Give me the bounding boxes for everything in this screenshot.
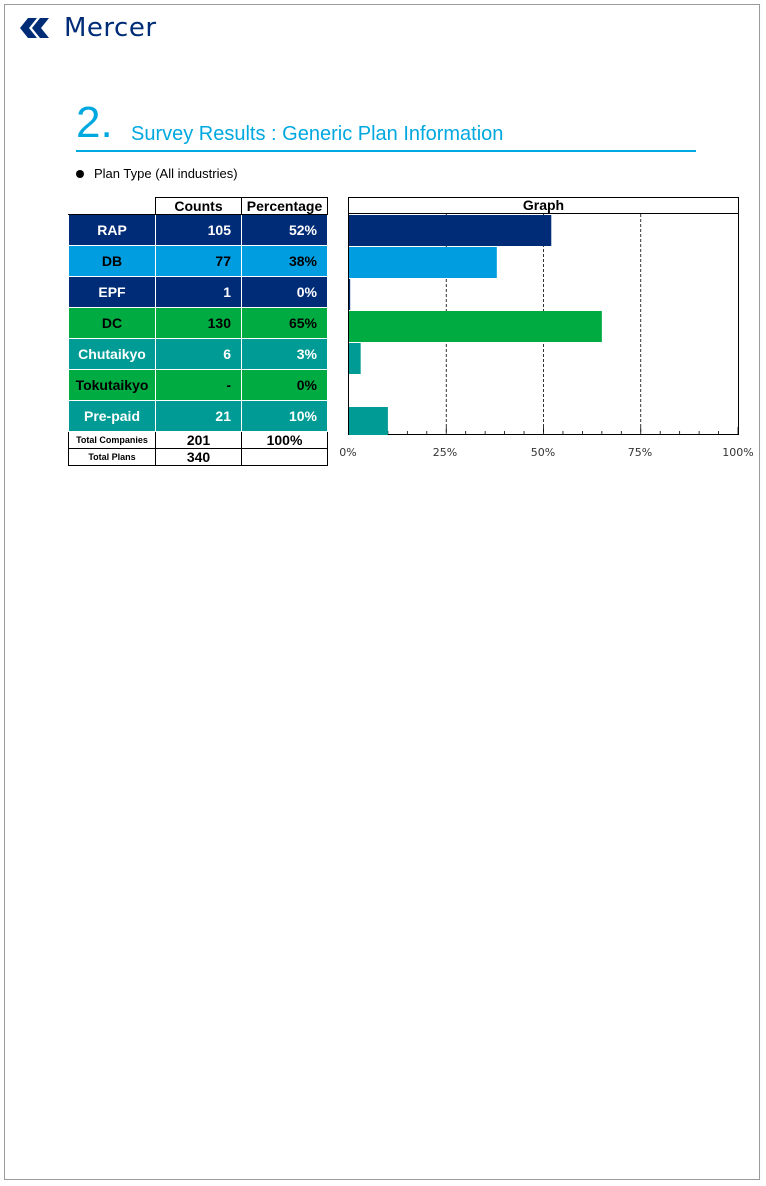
plan-type-table: Counts Percentage RAP 105 52% DB 77 38% EPF 1 0%… — [68, 197, 328, 466]
table-corner — [68, 197, 156, 215]
count-cell: 130 — [155, 307, 242, 339]
plan-type-cell: Pre-paid — [68, 400, 156, 432]
total-count: 201 — [155, 431, 242, 449]
table-row: Pre-paid 21 10% — [68, 400, 328, 432]
bar-epf — [349, 279, 351, 310]
table-row: DB 77 38% — [68, 245, 328, 277]
percentage-cell: 0% — [241, 276, 328, 308]
total-row: Total Plans 340 — [68, 448, 328, 466]
table-row: DC 130 65% — [68, 307, 328, 339]
counts-header: Counts — [155, 197, 242, 215]
count-cell: 77 — [155, 245, 242, 277]
subsection-text: Plan Type (All industries) — [94, 166, 238, 181]
percentage-cell: 0% — [241, 369, 328, 401]
table-row: Chutaikyo 6 3% — [68, 338, 328, 370]
count-cell: 21 — [155, 400, 242, 432]
total-label: Total Plans — [68, 448, 156, 466]
count-cell: 6 — [155, 338, 242, 370]
count-cell: 105 — [155, 214, 242, 246]
section-number: 2. — [76, 98, 113, 147]
x-tick-label: 50% — [530, 446, 556, 459]
total-percentage: 100% — [241, 431, 328, 449]
percentage-cell: 52% — [241, 214, 328, 246]
section-heading: 2. Survey Results : Generic Plan Informa… — [76, 98, 696, 152]
table-row: Tokutaikyo -0% — [68, 369, 328, 401]
bar-dc — [349, 311, 602, 342]
table-row: RAP 105 52% — [68, 214, 328, 246]
chart-title: Graph — [349, 198, 738, 214]
mercer-logo-icon — [20, 18, 49, 38]
percentage-cell: 65% — [241, 307, 328, 339]
bar-chutaikyo — [349, 343, 361, 374]
plan-type-cell: EPF — [68, 276, 156, 308]
brand-name: Mercer — [64, 13, 157, 43]
x-tick-label: 25% — [432, 446, 458, 459]
x-tick-label: 0% — [339, 446, 357, 459]
total-row: Total Companies 201 100% — [68, 431, 328, 449]
percentage-cell: 3% — [241, 338, 328, 370]
bar-rap — [349, 215, 552, 246]
plan-type-cell: RAP — [68, 214, 156, 246]
mercer-logo: Mercer — [18, 12, 157, 44]
bar-db — [349, 247, 497, 278]
graph-panel: Graph — [348, 197, 739, 435]
bullet-icon — [76, 169, 84, 178]
percentage-header: Percentage — [241, 197, 328, 215]
x-tick-label: 100% — [722, 446, 754, 459]
count-cell: 1 — [155, 276, 242, 308]
plan-type-cell: DB — [68, 245, 156, 277]
x-axis-labels: 0% 25% 50% 75% 100% — [334, 446, 754, 462]
percentage-cell: 10% — [241, 400, 328, 432]
x-tick-label: 75% — [627, 446, 653, 459]
bar-pre-paid — [349, 407, 388, 435]
total-count: 340 — [155, 448, 242, 466]
total-label: Total Companies — [68, 431, 156, 449]
table-row: EPF 1 0% — [68, 276, 328, 308]
subsection-label: Plan Type (All industries) — [76, 166, 238, 181]
total-percentage — [241, 448, 328, 466]
count-cell: - — [155, 369, 242, 401]
plan-type-cell: Chutaikyo — [68, 338, 156, 370]
plan-type-cell: Tokutaikyo — [68, 369, 156, 401]
percentage-cell: 38% — [241, 245, 328, 277]
plan-type-cell: DC — [68, 307, 156, 339]
section-title: Survey Results : Generic Plan Informatio… — [131, 123, 504, 145]
bar-chart — [349, 214, 738, 435]
page-frame — [4, 4, 760, 1180]
